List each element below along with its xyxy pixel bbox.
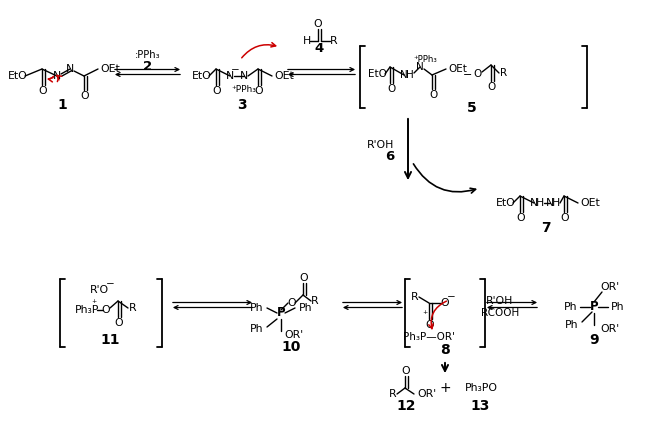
Text: Ph₃P—OR': Ph₃P—OR' bbox=[403, 332, 455, 342]
Text: H: H bbox=[303, 36, 311, 46]
Text: 11: 11 bbox=[100, 333, 120, 347]
Text: O: O bbox=[115, 318, 123, 328]
Text: N: N bbox=[240, 71, 248, 81]
Text: N: N bbox=[53, 71, 61, 81]
Text: −: − bbox=[105, 279, 115, 289]
Text: O: O bbox=[314, 19, 322, 29]
Text: R: R bbox=[311, 296, 319, 306]
Text: Ph₃PO: Ph₃PO bbox=[465, 383, 498, 393]
Text: Ph: Ph bbox=[611, 302, 624, 312]
Text: OR': OR' bbox=[600, 282, 619, 292]
Text: ⁺: ⁺ bbox=[422, 310, 428, 320]
Text: EtO: EtO bbox=[368, 69, 387, 79]
Text: O: O bbox=[402, 366, 410, 376]
Text: O: O bbox=[441, 298, 449, 308]
Text: O: O bbox=[288, 298, 296, 308]
Text: R'OH: R'OH bbox=[367, 140, 394, 151]
Text: O: O bbox=[474, 69, 482, 79]
Text: OEt: OEt bbox=[100, 64, 120, 74]
Text: ⁺PPh₃: ⁺PPh₃ bbox=[413, 54, 437, 63]
Text: +: + bbox=[439, 381, 450, 395]
Text: 12: 12 bbox=[396, 399, 416, 413]
Text: R: R bbox=[411, 292, 419, 302]
Text: O: O bbox=[102, 305, 110, 315]
Text: 10: 10 bbox=[281, 340, 301, 354]
Text: 2: 2 bbox=[143, 59, 152, 72]
Text: R: R bbox=[501, 68, 508, 78]
Text: RCOOH: RCOOH bbox=[481, 308, 519, 318]
Text: OR': OR' bbox=[417, 389, 436, 399]
Text: OR': OR' bbox=[600, 324, 619, 334]
Text: R'O: R'O bbox=[90, 285, 109, 295]
Text: O: O bbox=[255, 86, 263, 96]
Text: EtO: EtO bbox=[8, 71, 28, 81]
Text: :PPh₃: :PPh₃ bbox=[135, 50, 161, 60]
Text: O: O bbox=[426, 320, 434, 330]
Text: −: − bbox=[464, 70, 473, 80]
Text: OR': OR' bbox=[284, 330, 303, 340]
Text: Ph: Ph bbox=[249, 303, 263, 313]
Text: 6: 6 bbox=[385, 150, 394, 163]
Text: O: O bbox=[299, 273, 309, 283]
Text: OEt: OEt bbox=[448, 64, 467, 74]
Text: H: H bbox=[536, 198, 544, 208]
Text: N: N bbox=[546, 198, 554, 208]
Text: N: N bbox=[66, 64, 74, 74]
Text: N: N bbox=[530, 198, 538, 208]
Text: 8: 8 bbox=[440, 343, 450, 357]
Text: O: O bbox=[429, 90, 437, 100]
Text: O: O bbox=[517, 213, 525, 223]
Text: N: N bbox=[226, 71, 234, 81]
Text: H: H bbox=[552, 198, 560, 208]
Text: R'OH: R'OH bbox=[486, 296, 514, 306]
Text: Ph: Ph bbox=[564, 302, 577, 312]
Text: O: O bbox=[38, 86, 48, 96]
Text: 4: 4 bbox=[314, 42, 324, 54]
Text: 13: 13 bbox=[470, 399, 490, 413]
Text: N: N bbox=[416, 62, 424, 72]
Text: Ph₃P: Ph₃P bbox=[75, 305, 100, 315]
Text: −: − bbox=[447, 292, 456, 302]
Text: 5: 5 bbox=[467, 101, 477, 115]
Text: Ph: Ph bbox=[249, 324, 263, 334]
Text: Ph: Ph bbox=[299, 303, 312, 313]
Text: H: H bbox=[406, 70, 414, 80]
Text: 7: 7 bbox=[541, 221, 551, 235]
Text: O: O bbox=[488, 82, 496, 92]
Text: P: P bbox=[277, 306, 285, 319]
Text: −: − bbox=[230, 65, 240, 75]
Text: R: R bbox=[129, 303, 137, 313]
Text: O: O bbox=[81, 91, 89, 101]
Text: O: O bbox=[387, 84, 395, 94]
Text: EtO: EtO bbox=[496, 198, 516, 208]
Text: OEt: OEt bbox=[274, 71, 294, 81]
Text: EtO: EtO bbox=[192, 71, 212, 81]
Text: ⁺: ⁺ bbox=[91, 299, 96, 309]
Text: 3: 3 bbox=[237, 98, 247, 112]
Text: Ph: Ph bbox=[564, 320, 578, 330]
Text: 1: 1 bbox=[57, 98, 67, 112]
Text: ⁺PPh₃: ⁺PPh₃ bbox=[232, 84, 256, 93]
Text: OEt: OEt bbox=[580, 198, 600, 208]
Text: R: R bbox=[330, 36, 338, 46]
Text: R: R bbox=[389, 389, 397, 399]
Text: P: P bbox=[590, 300, 598, 313]
Text: 9: 9 bbox=[589, 333, 599, 347]
Text: O: O bbox=[213, 86, 221, 96]
Text: N: N bbox=[400, 70, 408, 80]
Text: O: O bbox=[561, 213, 570, 223]
